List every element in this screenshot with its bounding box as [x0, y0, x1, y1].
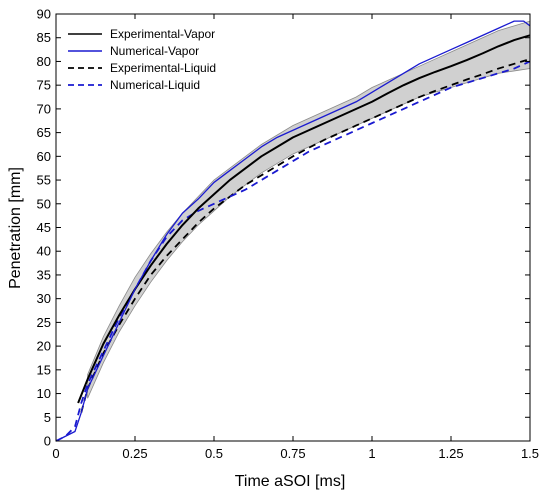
- y-tick-label: 85: [37, 30, 51, 45]
- y-tick-label: 75: [37, 78, 51, 93]
- y-tick-label: 50: [37, 196, 51, 211]
- y-tick-label: 25: [37, 315, 51, 330]
- y-tick-label: 90: [37, 7, 51, 22]
- axes-layer: 0 0.25 0.5 0.75 1 1.25 1.5 0 5 10 15 20 25 30 35 40 45 50…: [37, 7, 540, 462]
- y-tick-label: 20: [37, 339, 51, 354]
- y-tick-label: 65: [37, 125, 51, 140]
- y-tick-label: 60: [37, 149, 51, 164]
- legend: Experimental-Vapor Numerical-Vapor Experim…: [68, 27, 216, 92]
- x-tick-label: 1: [368, 446, 375, 461]
- y-tick-label: 5: [44, 410, 51, 425]
- x-axis-title: Time aSOI [ms]: [235, 473, 346, 490]
- x-tick-label: 1.25: [438, 446, 463, 461]
- y-tick-label: 70: [37, 101, 51, 116]
- x-tick-label: 0: [52, 446, 59, 461]
- legend-label: Numerical-Vapor: [110, 44, 199, 58]
- x-tick-label: 0.25: [122, 446, 147, 461]
- series-line-experimental-liquid: [80, 58, 531, 413]
- y-tick-label: 35: [37, 267, 51, 282]
- y-tick-label: 15: [37, 362, 51, 377]
- legend-label: Numerical-Liquid: [110, 78, 200, 92]
- series-line-experimental-vapor: [77, 34, 531, 404]
- y-tick-label: 45: [37, 220, 51, 235]
- x-tick-label: 1.5: [521, 446, 539, 461]
- series-line-numerical-liquid: [55, 60, 531, 442]
- y-tick-label: 40: [37, 244, 51, 259]
- y-tick-label: 80: [37, 54, 51, 69]
- y-tick-label: 30: [37, 291, 51, 306]
- x-tick-label: 0.5: [205, 446, 223, 461]
- y-tick-label: 55: [37, 173, 51, 188]
- series-line-numerical-vapor: [55, 20, 531, 442]
- y-axis-title: Penetration [mm]: [7, 167, 24, 289]
- legend-label: Experimental-Liquid: [110, 61, 216, 75]
- legend-label: Experimental-Vapor: [110, 27, 215, 41]
- y-tick-label: 10: [37, 386, 51, 401]
- series-layer: [55, 20, 531, 442]
- y-tick-label: 0: [44, 434, 51, 449]
- x-tick-label: 0.75: [280, 446, 305, 461]
